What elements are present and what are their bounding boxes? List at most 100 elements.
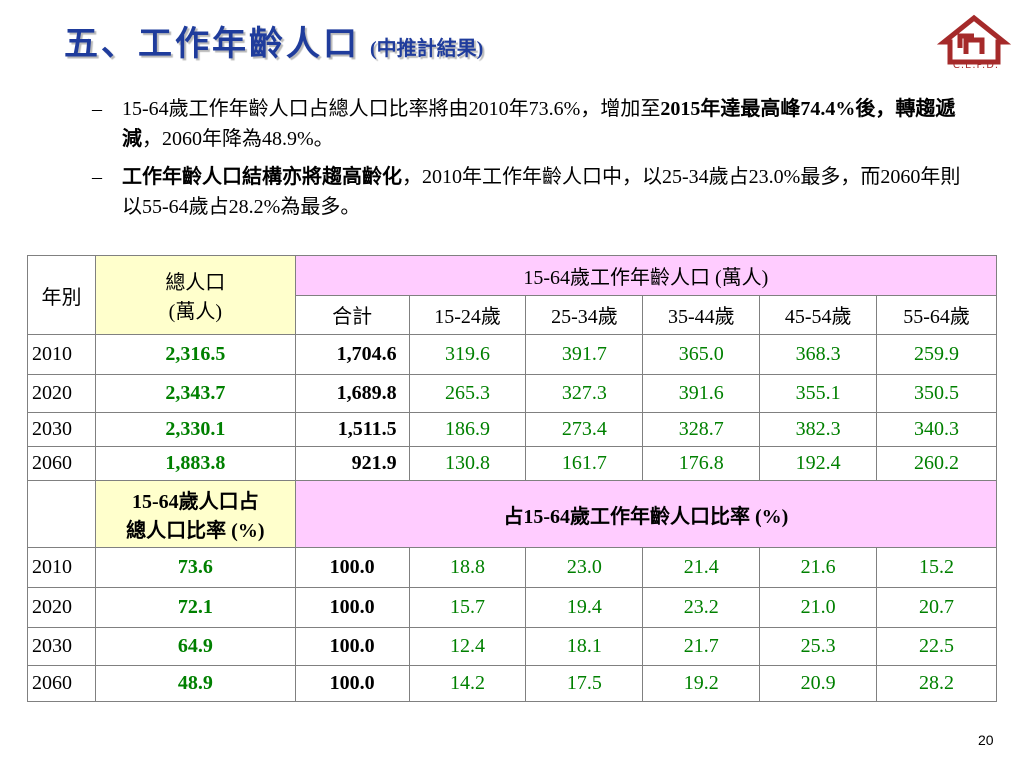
population-table: 年別 總人口 (萬人) 15-64歲工作年齡人口 (萬人) 合計 15-24歲 … <box>27 255 998 702</box>
header-row: 年別 總人口 (萬人) 15-64歲工作年齡人口 (萬人) <box>27 255 998 335</box>
bullet-item-1: – 15-64歲工作年齡人口占總人口比率將由2010年73.6%，增加至2015… <box>92 94 972 154</box>
header-line: (萬人) <box>168 301 222 323</box>
value-cell: 12.4 <box>408 627 527 666</box>
value-cell: 382.3 <box>759 412 878 447</box>
slide-title: 五、工作年齡人口 (中推計結果) <box>64 16 483 65</box>
table-row: 2020 72.1 100.0 15.7 19.4 23.2 21.0 20.7 <box>27 587 997 628</box>
value-cell: 23.0 <box>525 547 644 588</box>
bullet-list: – 15-64歲工作年齡人口占總人口比率將由2010年73.6%，增加至2015… <box>92 94 972 230</box>
col-year-header: 年別 <box>27 255 96 335</box>
page-number: 20 <box>978 732 994 748</box>
year-cell: 2030 <box>27 627 96 666</box>
subheader-cell: 合計 <box>294 294 410 335</box>
total-cell: 64.9 <box>94 627 296 666</box>
header-line: 15-64歲人口占 <box>131 491 259 513</box>
total-cell: 48.9 <box>94 665 296 702</box>
value-cell: 22.5 <box>876 627 997 666</box>
value-cell: 365.0 <box>642 334 761 375</box>
year-cell: 2060 <box>27 665 96 702</box>
value-cell: 327.3 <box>525 374 644 413</box>
year-cell: 2020 <box>27 374 96 413</box>
sum-cell: 1,689.8 <box>294 374 410 413</box>
subheader-cell: 35-44歲 <box>642 294 761 335</box>
table-row: 2060 48.9 100.0 14.2 17.5 19.2 20.9 28.2 <box>27 665 997 702</box>
value-cell: 14.2 <box>408 665 527 702</box>
value-cell: 19.4 <box>525 587 644 628</box>
subheader-cell: 55-64歲 <box>876 294 997 335</box>
value-cell: 20.7 <box>876 587 997 628</box>
table-row: 2010 2,316.5 1,704.6 319.6 391.7 365.0 368.3 25… <box>27 334 997 375</box>
value-cell: 391.6 <box>642 374 761 413</box>
group-header: 15-64歲工作年齡人口 (萬人) <box>294 255 998 296</box>
value-cell: 273.4 <box>525 412 644 447</box>
sum-cell: 921.9 <box>294 446 410 481</box>
value-cell: 260.2 <box>876 446 997 481</box>
value-cell: 340.3 <box>876 412 997 447</box>
header-line: 總人口 <box>165 272 226 294</box>
subheader-cell: 45-54歲 <box>759 294 878 335</box>
value-cell: 19.2 <box>642 665 761 702</box>
sum-cell: 100.0 <box>294 665 410 702</box>
col-total-header: 總人口 (萬人) <box>94 255 296 335</box>
bullet-bold-text: 2015年達最高峰74.4%後，轉趨遞減 <box>122 98 956 150</box>
ratio-body: 2010 73.6 100.0 18.8 23.0 21.4 21.6 15.2 2020 72.… <box>27 547 997 702</box>
value-cell: 15.2 <box>876 547 997 588</box>
subheader-cell: 15-24歲 <box>408 294 527 335</box>
value-cell: 161.7 <box>525 446 644 481</box>
year-cell: 2010 <box>27 547 96 588</box>
year-cell: 2060 <box>27 446 96 481</box>
value-cell: 176.8 <box>642 446 761 481</box>
bullet-dash: – <box>92 166 102 188</box>
bullet-item-2: – 工作年齡人口結構亦將趨高齡化，2010年工作年齡人口中，以25-34歲占23… <box>92 162 972 222</box>
ratio-header-row: 15-64歲人口占 總人口比率 (%) 占15-64歲工作年齡人口比率 (%) <box>27 480 998 548</box>
table-row: 2030 64.9 100.0 12.4 18.1 21.7 25.3 22.5 <box>27 627 997 666</box>
value-cell: 265.3 <box>408 374 527 413</box>
bullet-text: ，2010年工作年齡人口中，以25-34歲占23.0%最多，而2060年則以55… <box>122 166 961 218</box>
year-cell: 2020 <box>27 587 96 628</box>
subheader-cell: 25-34歲 <box>525 294 644 335</box>
value-cell: 23.2 <box>642 587 761 628</box>
ratio-group-header: 占15-64歲工作年齡人口比率 (%) <box>294 480 998 548</box>
ratio-total-header: 15-64歲人口占 總人口比率 (%) <box>94 480 296 548</box>
population-body: 2010 2,316.5 1,704.6 319.6 391.7 365.0 368.3 25… <box>27 334 997 481</box>
sum-cell: 100.0 <box>294 587 410 628</box>
subheader-row: 合計 15-24歲 25-34歲 35-44歲 45-54歲 55-64歲 <box>28 294 997 335</box>
total-cell: 1,883.8 <box>94 446 296 481</box>
sum-cell: 1,511.5 <box>294 412 410 447</box>
value-cell: 25.3 <box>759 627 878 666</box>
value-cell: 350.5 <box>876 374 997 413</box>
value-cell: 21.0 <box>759 587 878 628</box>
header-line: 總人口比率 (%) <box>126 520 265 542</box>
total-cell: 2,316.5 <box>94 334 296 375</box>
value-cell: 18.8 <box>408 547 527 588</box>
value-cell: 328.7 <box>642 412 761 447</box>
value-cell: 186.9 <box>408 412 527 447</box>
total-cell: 2,330.1 <box>94 412 296 447</box>
table-row: 2030 2,330.1 1,511.5 186.9 273.4 328.7 382.3 34… <box>27 412 997 447</box>
bullet-bold-text: 工作年齡人口結構亦將趨高齡化 <box>122 166 402 188</box>
value-cell: 21.6 <box>759 547 878 588</box>
blank-cell <box>27 480 96 548</box>
bullet-text: 15-64歲工作年齡人口占總人口比率將由2010年73.6%，增加至 <box>122 98 661 120</box>
value-cell: 21.4 <box>642 547 761 588</box>
value-cell: 28.2 <box>876 665 997 702</box>
table-row: 2010 73.6 100.0 18.8 23.0 21.4 21.6 15.2 <box>27 547 997 588</box>
total-cell: 73.6 <box>94 547 296 588</box>
title-main: 五、工作年齡人口 <box>64 24 360 64</box>
value-cell: 17.5 <box>525 665 644 702</box>
sum-cell: 100.0 <box>294 547 410 588</box>
bullet-text: ，2060年降為48.9%。 <box>142 128 334 150</box>
value-cell: 15.7 <box>408 587 527 628</box>
cepd-logo-icon <box>936 14 1012 65</box>
table-row: 2060 1,883.8 921.9 130.8 161.7 176.8 192.4 260.… <box>27 446 997 481</box>
value-cell: 319.6 <box>408 334 527 375</box>
sum-cell: 1,704.6 <box>294 334 410 375</box>
value-cell: 18.1 <box>525 627 644 666</box>
value-cell: 391.7 <box>525 334 644 375</box>
value-cell: 21.7 <box>642 627 761 666</box>
year-cell: 2030 <box>27 412 96 447</box>
value-cell: 355.1 <box>759 374 878 413</box>
value-cell: 192.4 <box>759 446 878 481</box>
sum-cell: 100.0 <box>294 627 410 666</box>
value-cell: 130.8 <box>408 446 527 481</box>
